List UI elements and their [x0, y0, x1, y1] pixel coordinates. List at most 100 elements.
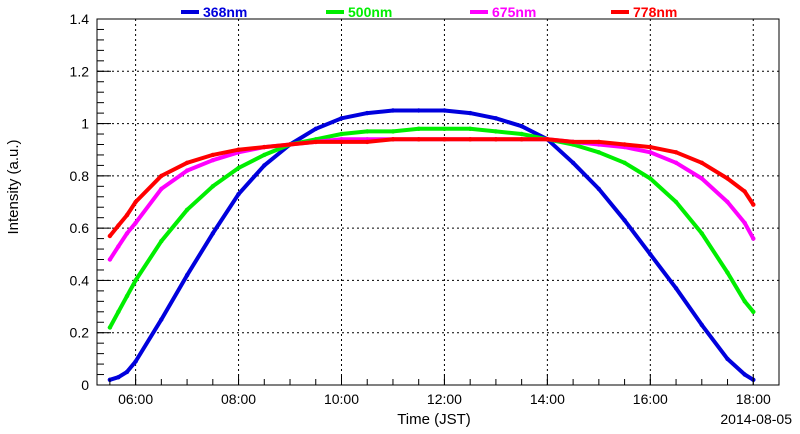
data-point — [648, 252, 653, 257]
series-line-368nm — [107, 108, 756, 382]
data-point — [365, 139, 370, 145]
x-tick-label: 12:00 — [427, 391, 462, 407]
data-point — [742, 189, 747, 194]
data-point — [622, 142, 627, 147]
data-point — [159, 239, 164, 244]
y-tick-label: 1 — [81, 116, 89, 132]
x-tick-label: 18:00 — [736, 391, 771, 407]
data-point — [596, 139, 601, 145]
data-point — [184, 168, 190, 173]
data-point — [210, 152, 215, 158]
data-point — [751, 236, 756, 241]
data-point — [596, 186, 601, 192]
data-point — [699, 176, 704, 181]
data-point — [751, 202, 756, 207]
legend: 368nm 500nm 675nm 778nm — [181, 4, 677, 20]
data-point — [725, 356, 730, 362]
data-point — [673, 150, 679, 155]
data-point — [519, 131, 524, 137]
data-point — [116, 375, 121, 380]
data-point — [339, 131, 344, 137]
data-point — [725, 270, 730, 275]
data-point — [570, 160, 576, 165]
data-point — [133, 220, 138, 226]
data-point — [699, 231, 704, 236]
data-point — [442, 126, 447, 131]
data-point — [416, 126, 421, 131]
data-point — [107, 325, 113, 330]
data-point — [107, 257, 113, 262]
data-point — [416, 137, 421, 142]
data-point — [468, 126, 473, 131]
data-point — [210, 158, 215, 163]
data-point — [116, 309, 121, 314]
data-point — [287, 142, 293, 147]
data-point — [442, 137, 447, 142]
data-point — [133, 359, 138, 364]
data-point — [442, 108, 447, 113]
x-tick-label: 10:00 — [324, 391, 359, 407]
data-point — [390, 137, 396, 142]
data-point — [124, 369, 130, 375]
data-point — [365, 129, 370, 134]
data-point — [184, 273, 190, 278]
data-point — [133, 278, 138, 283]
x-axis-title: Time (JST) — [397, 411, 471, 428]
data-point — [519, 137, 524, 142]
series-layer — [107, 108, 756, 382]
data-point — [622, 218, 627, 223]
data-point — [313, 139, 318, 145]
x-tick-label: 06:00 — [118, 391, 153, 407]
data-point — [262, 144, 267, 150]
data-point — [313, 126, 318, 131]
data-point — [236, 165, 241, 171]
data-point — [210, 184, 215, 189]
data-point — [648, 176, 653, 181]
data-point — [339, 139, 344, 145]
x-tick-label: 16:00 — [633, 391, 668, 407]
data-point — [545, 137, 550, 142]
x-tick-label: 08:00 — [221, 391, 256, 407]
data-point — [742, 220, 747, 226]
data-point — [673, 160, 679, 165]
data-point — [699, 160, 704, 165]
data-point — [184, 207, 190, 212]
legend-label: 368nm — [203, 4, 247, 20]
data-point — [493, 129, 499, 134]
data-point — [673, 286, 679, 291]
data-point — [236, 192, 241, 197]
data-point — [116, 244, 121, 249]
y-tick-label: 0 — [81, 377, 89, 393]
data-point — [133, 199, 138, 205]
data-point — [751, 309, 756, 314]
data-point — [725, 199, 730, 205]
data-point — [184, 160, 190, 165]
data-point — [622, 160, 627, 165]
data-point — [416, 108, 421, 113]
data-point — [673, 199, 679, 205]
data-point — [124, 212, 130, 218]
data-point — [339, 116, 344, 121]
data-point — [596, 150, 601, 155]
data-point — [742, 299, 747, 304]
y-axis-title: Intensity (a.u.) — [5, 139, 22, 234]
data-point — [390, 129, 396, 134]
data-point — [648, 150, 653, 155]
legend-label: 778nm — [633, 4, 677, 20]
plot-frame — [96, 18, 780, 386]
ticks: 0 0.2 0.4 0.6 0.8 1 1.2 1.4 06:00 08:00 10:00 12:00… — [70, 11, 780, 407]
data-point — [124, 231, 130, 236]
y-tick-label: 0.2 — [70, 325, 90, 341]
date-label: 2014-08-05 — [720, 411, 792, 427]
y-tick-label: 0.6 — [70, 220, 90, 236]
data-point — [107, 233, 113, 239]
data-point — [493, 116, 499, 121]
data-point — [699, 322, 704, 328]
y-tick-label: 1.2 — [70, 63, 90, 79]
data-point — [116, 223, 121, 228]
data-point — [742, 372, 747, 377]
data-point — [365, 110, 370, 116]
data-point — [159, 186, 164, 192]
legend-label: 500nm — [348, 4, 392, 20]
data-point — [236, 147, 241, 152]
